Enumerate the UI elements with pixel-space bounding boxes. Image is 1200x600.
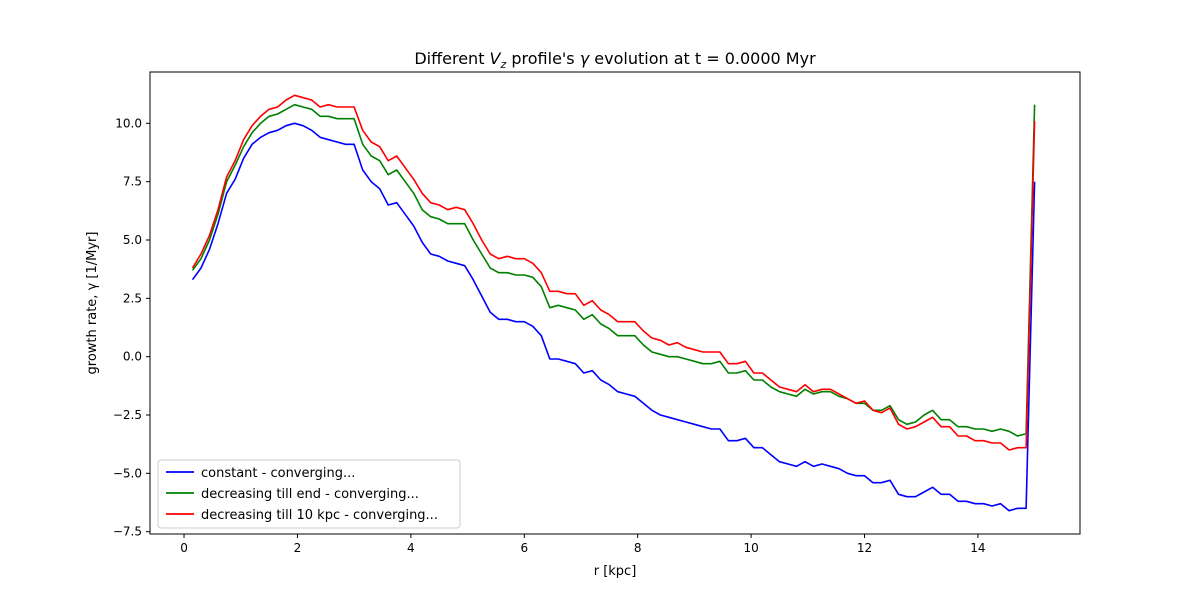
y-tick-label: −5.0 bbox=[113, 466, 142, 480]
x-tick-label: 4 bbox=[407, 541, 415, 555]
y-tick-label: 10.0 bbox=[115, 116, 142, 130]
y-tick-label: 0.0 bbox=[123, 350, 142, 364]
y-tick-label: −7.5 bbox=[113, 525, 142, 539]
x-tick-label: 0 bbox=[180, 541, 188, 555]
x-tick-label: 10 bbox=[743, 541, 758, 555]
series-line-2 bbox=[191, 94, 1036, 451]
y-tick-label: 5.0 bbox=[123, 233, 142, 247]
x-tick-label: 12 bbox=[857, 541, 872, 555]
x-tick-label: 14 bbox=[970, 541, 985, 555]
y-tick-label: 7.5 bbox=[123, 175, 142, 189]
x-tick-label: 2 bbox=[294, 541, 302, 555]
y-axis-label: growth rate, γ [1/Myr] bbox=[85, 232, 100, 375]
legend-entry-0: constant - converging... bbox=[201, 466, 355, 481]
legend-entry-1: decreasing till end - converging... bbox=[201, 487, 419, 502]
series-line-1 bbox=[191, 103, 1036, 437]
chart-title: Different Vz profile's γ evolution at t … bbox=[414, 49, 816, 71]
series-group bbox=[191, 94, 1036, 512]
y-tick-label: −2.5 bbox=[113, 408, 142, 422]
legend-entry-2: decreasing till 10 kpc - converging... bbox=[201, 508, 438, 523]
x-tick-label: 6 bbox=[520, 541, 528, 555]
legend-box bbox=[157, 459, 461, 529]
x-axis-label: r [kpc] bbox=[594, 564, 637, 579]
y-tick-label: 2.5 bbox=[123, 291, 142, 305]
plot-area: 0 2 4 6 8 10 12 14 −7.5 −5.0 −2.5 0.0 2.5 5.0 7.5 10.0 c… bbox=[113, 71, 1081, 555]
series-line-0 bbox=[191, 122, 1036, 512]
legend: constant - converging... decreasing till … bbox=[157, 459, 461, 529]
axes-frame bbox=[149, 71, 1081, 535]
x-tick-label: 8 bbox=[634, 541, 642, 555]
